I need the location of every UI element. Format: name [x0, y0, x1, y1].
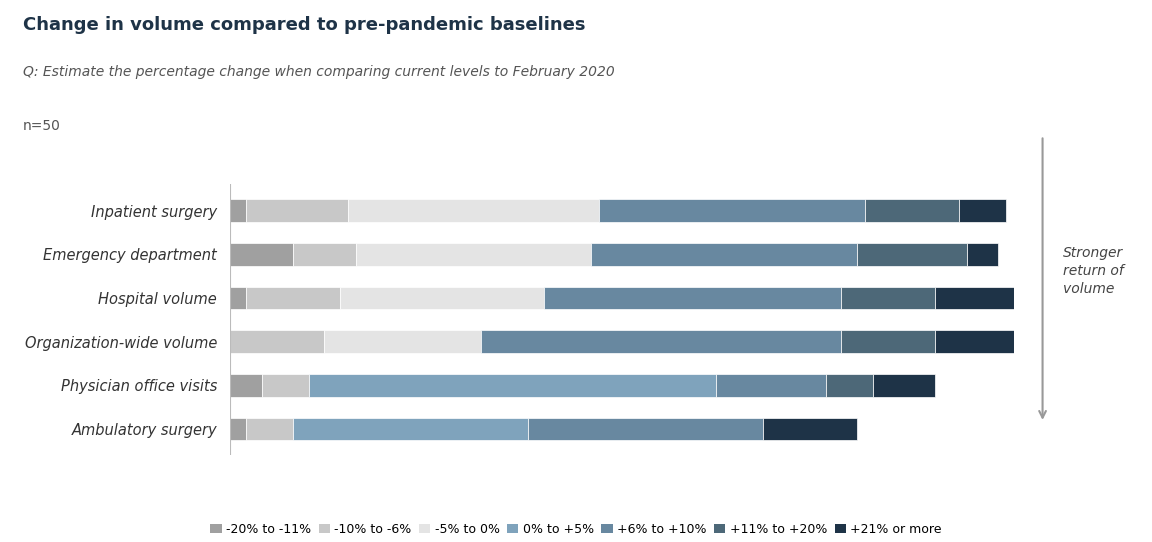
Bar: [591, 243, 857, 266]
Bar: [293, 418, 528, 441]
Bar: [958, 199, 1006, 222]
Text: Q: Estimate the percentage change when comparing current levels to February 2020: Q: Estimate the percentage change when c…: [23, 65, 615, 79]
Bar: [325, 330, 482, 353]
Bar: [857, 243, 967, 266]
Bar: [340, 287, 544, 309]
Bar: [599, 199, 865, 222]
Bar: [230, 243, 293, 266]
Bar: [293, 243, 356, 266]
Bar: [348, 199, 599, 222]
Text: Change in volume compared to pre-pandemic baselines: Change in volume compared to pre-pandemi…: [23, 16, 585, 34]
Bar: [841, 287, 935, 309]
Bar: [873, 374, 935, 397]
Bar: [247, 199, 348, 222]
Bar: [230, 287, 247, 309]
Bar: [309, 374, 717, 397]
Bar: [826, 374, 873, 397]
Bar: [230, 374, 262, 397]
Text: n=50: n=50: [23, 119, 61, 133]
Bar: [763, 418, 857, 441]
Bar: [230, 330, 325, 353]
Bar: [841, 330, 935, 353]
Bar: [544, 287, 841, 309]
Bar: [528, 418, 763, 441]
Bar: [356, 243, 591, 266]
Bar: [967, 243, 998, 266]
Bar: [247, 287, 340, 309]
Bar: [865, 199, 958, 222]
Bar: [230, 418, 247, 441]
Bar: [482, 330, 841, 353]
Bar: [935, 330, 1014, 353]
Bar: [230, 199, 247, 222]
Bar: [247, 418, 293, 441]
Bar: [262, 374, 309, 397]
Legend: -20% to -11%, -10% to -6%, -5% to 0%, 0% to +5%, +6% to +10%, +11% to +20%, +21%: -20% to -11%, -10% to -6%, -5% to 0%, 0%…: [211, 522, 941, 535]
Bar: [935, 287, 1014, 309]
Bar: [717, 374, 826, 397]
Text: Stronger
return of
volume: Stronger return of volume: [1063, 246, 1124, 296]
